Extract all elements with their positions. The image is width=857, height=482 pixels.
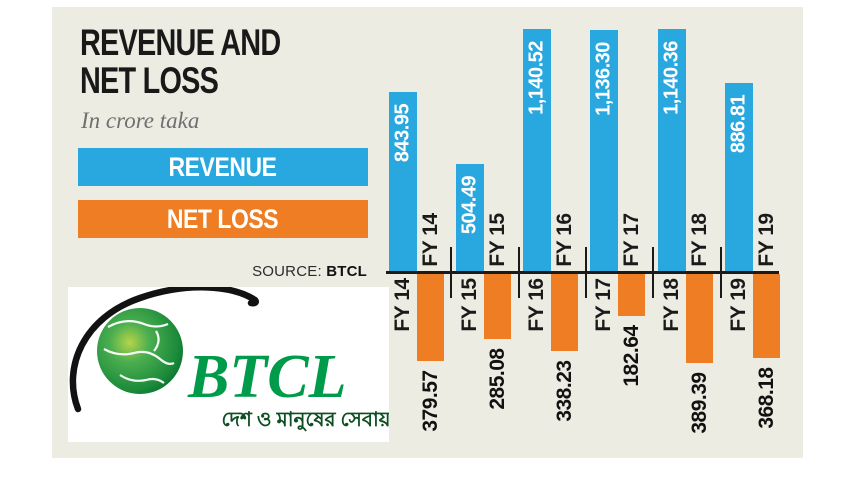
- revenue-value-label: 1,140.52: [525, 41, 548, 115]
- fy-label-top: FY 14: [418, 212, 442, 267]
- source-name: BTCL: [326, 263, 367, 280]
- logo-wordmark: BTCL: [187, 343, 346, 411]
- net-loss-value-label: 389.39: [687, 372, 711, 434]
- fy-label-top: FY 19: [754, 212, 778, 267]
- revenue-value-label: 843.95: [391, 103, 414, 163]
- legend-revenue-label: REVENUE: [169, 151, 277, 182]
- net-loss-bar: [753, 273, 780, 358]
- fy-label-bottom: FY 18: [660, 277, 683, 332]
- title-line-2: NET LOSS: [80, 60, 219, 101]
- chart-unit-subtitle: In crore taka: [81, 108, 200, 133]
- net-loss-value-label: 338.23: [552, 360, 576, 422]
- revenue-bar: [389, 92, 417, 271]
- axis-line: [386, 271, 779, 274]
- fy-label-top: FY 17: [619, 212, 643, 267]
- title-line-1: REVENUE AND: [80, 22, 281, 63]
- revenue-value-label: 1,140.36: [660, 41, 683, 115]
- orbit-swoosh-icon: [69, 284, 259, 413]
- net-loss-bar: [686, 273, 713, 363]
- net-loss-value-label: 285.08: [485, 348, 509, 410]
- globe-continents: [103, 320, 175, 384]
- revenue-bar: [456, 164, 484, 271]
- logo-tagline: দেশ ও মানুষের সেবায়: [221, 409, 389, 432]
- btcl-logo: BTCL দেশ ও মানুষের সেবায়: [68, 284, 392, 442]
- net-loss-bar: [551, 273, 578, 351]
- net-loss-value-label: 379.57: [418, 370, 442, 432]
- group-separator: [450, 247, 453, 298]
- fy-label-top: FY 18: [687, 212, 711, 267]
- legend-net-loss-label: NET LOSS: [167, 203, 279, 234]
- group-separator: [652, 247, 655, 298]
- btcl-logo-art: BTCL দেশ ও মানুষের সেবায়: [69, 284, 392, 432]
- revenue-bar: [658, 29, 686, 271]
- source-prefix: SOURCE:: [252, 263, 322, 280]
- fy-label-bottom: FY 14: [391, 277, 414, 332]
- page-title: REVENUE AND NET LOSS: [80, 22, 281, 101]
- net-loss-bar: [618, 273, 645, 316]
- revenue-bar: [725, 83, 753, 271]
- group-separator: [518, 247, 521, 298]
- fy-label-top: FY 16: [552, 212, 576, 267]
- net-loss-bar: [484, 273, 511, 339]
- legend-net-loss: NET LOSS: [78, 200, 368, 238]
- revenue-bar: [590, 30, 618, 271]
- legend-revenue: REVENUE: [78, 148, 368, 186]
- revenue-value-label: 886.81: [727, 94, 750, 154]
- revenue-bar: [523, 29, 551, 271]
- fy-label-bottom: FY 17: [592, 277, 615, 332]
- net-loss-value-label: 368.18: [754, 367, 778, 429]
- net-loss-value-label: 182.64: [619, 325, 643, 387]
- source-attribution: SOURCE: BTCL: [252, 263, 367, 280]
- group-separator: [585, 247, 588, 298]
- revenue-value-label: 1,136.30: [592, 42, 615, 116]
- revenue-value-label: 504.49: [458, 175, 481, 235]
- fy-label-bottom: FY 15: [458, 277, 481, 332]
- fy-label-bottom: FY 19: [727, 277, 750, 332]
- net-loss-bar: [417, 273, 444, 361]
- group-separator: [720, 247, 723, 298]
- fy-label-top: FY 15: [485, 212, 509, 267]
- fy-label-bottom: FY 16: [525, 277, 548, 332]
